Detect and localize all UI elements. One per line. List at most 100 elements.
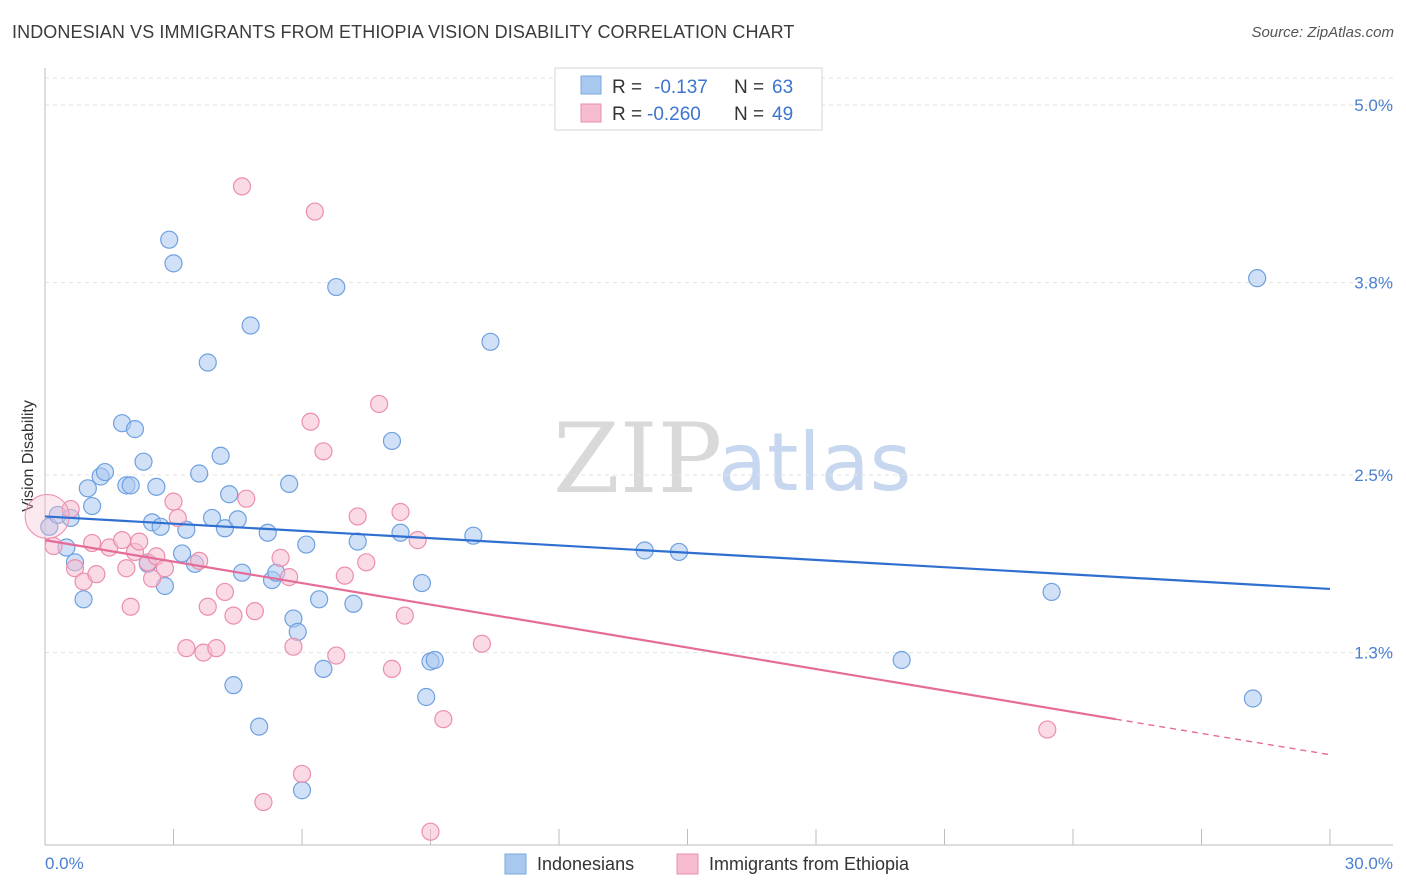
point-indonesians-18 [160,230,179,249]
point-indonesians-59 [1243,689,1263,708]
y-axis-tick-labels: 1.3% 2.5% 3.8% 5.0% [1354,96,1393,663]
point-indonesians-6 [83,496,102,516]
point-indonesians-13 [134,452,153,471]
y-tick-label-2: 3.8% [1354,274,1393,293]
point-ethiopia-29 [280,568,299,587]
legend-n-value-2: 49 [772,104,793,125]
point-ethiopia-13 [142,569,162,588]
point-indonesians-58 [1248,269,1267,288]
point-ethiopia-16 [164,492,183,511]
legend-n-label-2: N = [734,104,764,125]
point-indonesians-61 [151,517,170,536]
point-ethiopia-27 [254,792,273,812]
point-indonesians-40 [297,535,316,554]
point-indonesians-41 [310,590,329,609]
point-ethiopia-45 [472,634,491,653]
point-indonesians-48 [412,573,432,593]
point-ethiopia-11 [130,532,149,551]
series-ethiopia-points [24,177,1057,841]
point-indonesians-32 [250,717,269,736]
point-indonesians-62 [228,510,247,529]
point-indonesians-23 [190,464,209,483]
point-indonesians-11 [121,476,140,495]
point-indonesians-46 [382,431,402,451]
point-ethiopia-31 [292,764,312,784]
point-ethiopia-46 [232,177,252,196]
point-ethiopia-35 [335,566,354,585]
legend-r-label-2: R = [612,104,642,125]
y-axis-label: Vision Disability [20,400,37,512]
point-indonesians-8 [95,462,115,482]
point-ethiopia-21 [198,597,217,616]
point-indonesians-5 [78,479,97,498]
point-indonesians-45 [348,532,367,551]
point-ethiopia-15 [155,559,175,578]
point-ethiopia-28 [271,548,290,567]
point-indonesians-44 [344,594,363,613]
point-ethiopia-44 [434,710,453,729]
y-tick-label-3: 5.0% [1354,96,1393,115]
bottom-legend-swatch-indonesians [504,853,527,875]
y-tick-label-0: 1.3% [1354,644,1393,663]
point-indonesians-42 [314,659,333,678]
trend-lines [44,515,1331,756]
trend-line-ethiopia [44,539,1117,721]
point-indonesians-4 [74,590,93,609]
point-indonesians-27 [215,519,234,538]
point-indonesians-29 [224,676,243,695]
point-ethiopia-39 [382,659,402,678]
point-ethiopia-17 [168,508,187,528]
point-indonesians-53 [481,332,500,351]
point-indonesians-16 [147,477,166,496]
point-ethiopia-42 [408,531,427,550]
point-indonesians-57 [1042,582,1061,602]
legend-n-label-1: N = [734,77,764,98]
point-ethiopia-32 [305,202,324,221]
point-ethiopia-25 [237,489,256,508]
legend-n-value-1: 63 [772,77,793,98]
point-ethiopia-48 [1038,720,1057,739]
point-ethiopia-34 [327,646,346,665]
point-ethiopia-43 [421,822,440,841]
point-ethiopia-2 [65,559,85,578]
point-indonesians-24 [198,353,217,372]
point-indonesians-51 [425,650,444,670]
series-legend: Indonesians Immigrants from Ethiopia [504,853,910,875]
legend-swatch-ethiopia [580,103,602,123]
point-indonesians-33 [258,523,277,542]
chart-title: INDONESIAN VS IMMIGRANTS FROM ETHIOPIA V… [12,22,795,42]
point-ethiopia-23 [215,582,234,602]
point-ethiopia-24 [224,606,243,625]
point-indonesians-49 [417,687,436,707]
point-ethiopia-36 [348,507,367,526]
legend-r-value-1: -0.137 [654,77,708,98]
point-ethiopia-38 [370,394,389,414]
point-ethiopia-41 [395,606,414,625]
bottom-legend-label-ethiopia: Immigrants from Ethiopia [709,854,910,874]
point-ethiopia-37 [357,553,376,572]
point-indonesians-36 [280,474,299,493]
bottom-legend-swatch-ethiopia [676,853,699,875]
point-ethiopia-8 [117,559,136,578]
point-ethiopia-26 [245,602,264,621]
point-indonesians-39 [292,781,312,800]
x-axis-ticks [44,829,1331,845]
watermark-zip: ZIP [553,403,722,515]
point-ethiopia-33 [314,442,333,461]
point-indonesians-26 [211,446,230,465]
point-ethiopia-22 [207,639,226,658]
axes [44,68,1393,846]
watermark-atlas: atlas [718,416,911,509]
point-ethiopia-47 [301,412,320,431]
legend-r-value-2: -0.260 [647,104,701,125]
point-ethiopia-18 [177,639,196,658]
point-indonesians-31 [241,316,260,335]
legend-swatch-indonesians [580,75,602,95]
point-indonesians-19 [164,254,183,273]
trend-line-ethiopia-extrapolated [1115,718,1331,756]
point-indonesians-47 [391,523,410,542]
point-ethiopia-9 [121,597,140,616]
point-indonesians-43 [327,277,346,297]
source-credit: Source: ZipAtlas.com [1251,24,1394,41]
